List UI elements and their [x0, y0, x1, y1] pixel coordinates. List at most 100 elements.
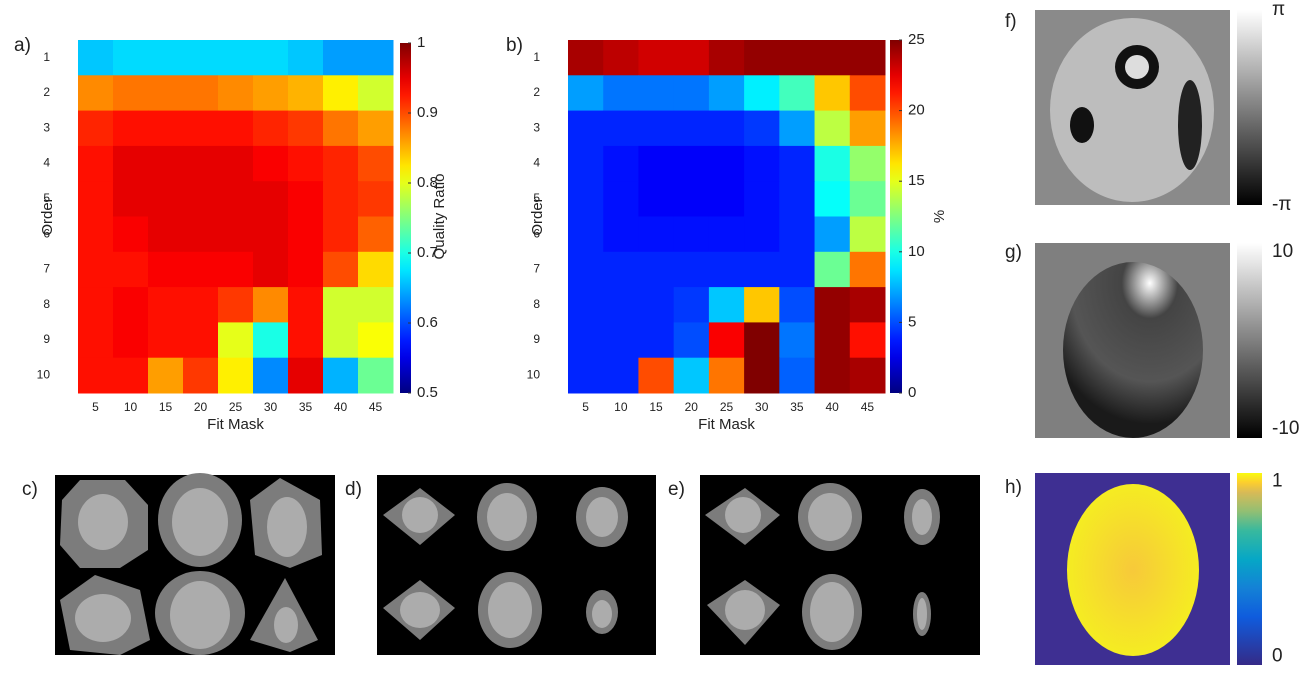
colorbar-tick-label: 0: [908, 384, 916, 401]
heatmap-cell: [148, 111, 184, 147]
heatmap-cell: [78, 40, 114, 76]
heatmap-cell: [815, 146, 851, 182]
heatmap-cell: [148, 146, 184, 182]
heatmap-cell: [603, 111, 639, 147]
colorbar-tick-label: 10: [1272, 241, 1293, 262]
heatmap-cell: [850, 217, 886, 253]
heatmap-cell: [674, 252, 710, 288]
heatmap-cell: [638, 181, 674, 217]
x-tick-label: 45: [861, 400, 875, 414]
heatmap-cell: [709, 75, 745, 111]
heatmap-cell: [779, 181, 815, 217]
heatmap-cell: [358, 75, 394, 111]
heatmap-cell: [183, 358, 219, 394]
heatmap-cell: [218, 40, 254, 76]
heatmap-cell: [709, 181, 745, 217]
heatmap-cell: [603, 322, 639, 358]
colorbar-tick-label: 1: [1272, 471, 1283, 492]
x-tick-label: 40: [825, 400, 839, 414]
heatmap-cell: [78, 217, 114, 253]
x-tick-label: 20: [194, 400, 208, 414]
heatmap-cell: [253, 358, 289, 394]
heatmap-cell: [709, 217, 745, 253]
heatmap-cell: [218, 217, 254, 253]
heatmap-cell: [568, 252, 604, 288]
colorbar-label: %: [931, 210, 948, 223]
heatmap-cell: [709, 287, 745, 323]
heatmap-cell: [850, 40, 886, 76]
colorbar-tick-label: 0: [1272, 645, 1283, 666]
heatmap-cell: [674, 40, 710, 76]
heatmap-cell: [218, 322, 254, 358]
y-axis-label: Order: [529, 197, 546, 235]
panel-label: c): [22, 479, 38, 500]
heatmap-cell: [568, 75, 604, 111]
heatmap-cell: [183, 322, 219, 358]
heatmap-cell: [323, 358, 359, 394]
colorbar: [1237, 10, 1262, 205]
heatmap-cell: [815, 40, 851, 76]
heatmap-cell: [253, 287, 289, 323]
heatmap-cell: [779, 322, 815, 358]
heatmap-cell: [779, 358, 815, 394]
heatmap-cell: [78, 287, 114, 323]
heatmap-cell: [113, 146, 149, 182]
x-tick-label: 30: [264, 400, 278, 414]
heatmap-cell: [779, 252, 815, 288]
colorbar-tick-label: 0.9: [417, 104, 438, 121]
heatmap-cell: [709, 111, 745, 147]
heatmap-cell: [113, 181, 149, 217]
heatmap-cell: [815, 181, 851, 217]
image-montage: [55, 473, 980, 655]
heatmap-cell: [850, 322, 886, 358]
heatmap-cell: [358, 252, 394, 288]
heatmap-cell: [253, 322, 289, 358]
y-tick-label: 2: [533, 85, 540, 99]
heatmap-cell: [78, 75, 114, 111]
heatmap-cell: [288, 217, 324, 253]
heatmap-cell: [744, 252, 780, 288]
x-tick-label: 15: [159, 400, 173, 414]
heatmap-cell: [183, 111, 219, 147]
x-axis-label: Fit Mask: [207, 416, 264, 433]
figure: 5101520253035404512345678910Fit MaskOrde…: [0, 0, 1316, 668]
heatmap-cell: [148, 75, 184, 111]
panel-label: f): [1005, 11, 1017, 32]
heatmap-cell: [218, 252, 254, 288]
heatmap-cell: [218, 181, 254, 217]
heatmap-cell: [850, 358, 886, 394]
panel-label: d): [345, 479, 362, 500]
colorbar-label: Quality Ratio: [431, 174, 448, 260]
x-tick-label: 35: [299, 400, 313, 414]
heatmap-cell: [779, 287, 815, 323]
heatmap-cell: [218, 111, 254, 147]
heatmap-cell: [288, 111, 324, 147]
heatmap-cell: [568, 181, 604, 217]
panel-label: e): [668, 479, 685, 500]
heatmap-cell: [815, 287, 851, 323]
heatmap-cell: [183, 40, 219, 76]
heatmap-cell: [148, 322, 184, 358]
panel-label: b): [506, 35, 523, 56]
heatmap-cell: [253, 75, 289, 111]
heatmap-cell: [323, 322, 359, 358]
heatmap-cell: [78, 146, 114, 182]
x-tick-label: 5: [92, 400, 99, 414]
x-tick-label: 25: [720, 400, 734, 414]
heatmap-cell: [218, 75, 254, 111]
heatmap-cell: [568, 287, 604, 323]
heatmap-cell: [850, 75, 886, 111]
heatmap-cell: [638, 146, 674, 182]
heatmap-cell: [638, 111, 674, 147]
heatmap-cell: [815, 75, 851, 111]
heatmap-cell: [603, 146, 639, 182]
heatmap-cell: [113, 358, 149, 394]
x-tick-label: 30: [755, 400, 769, 414]
heatmap-cell: [674, 322, 710, 358]
heatmap-cell: [113, 111, 149, 147]
heatmap-cell: [779, 111, 815, 147]
colorbar-tick-label: 0.6: [417, 314, 438, 331]
heatmap-cell: [323, 40, 359, 76]
heatmap-cell: [113, 75, 149, 111]
colorbar-tick-label: 0.5: [417, 384, 438, 401]
